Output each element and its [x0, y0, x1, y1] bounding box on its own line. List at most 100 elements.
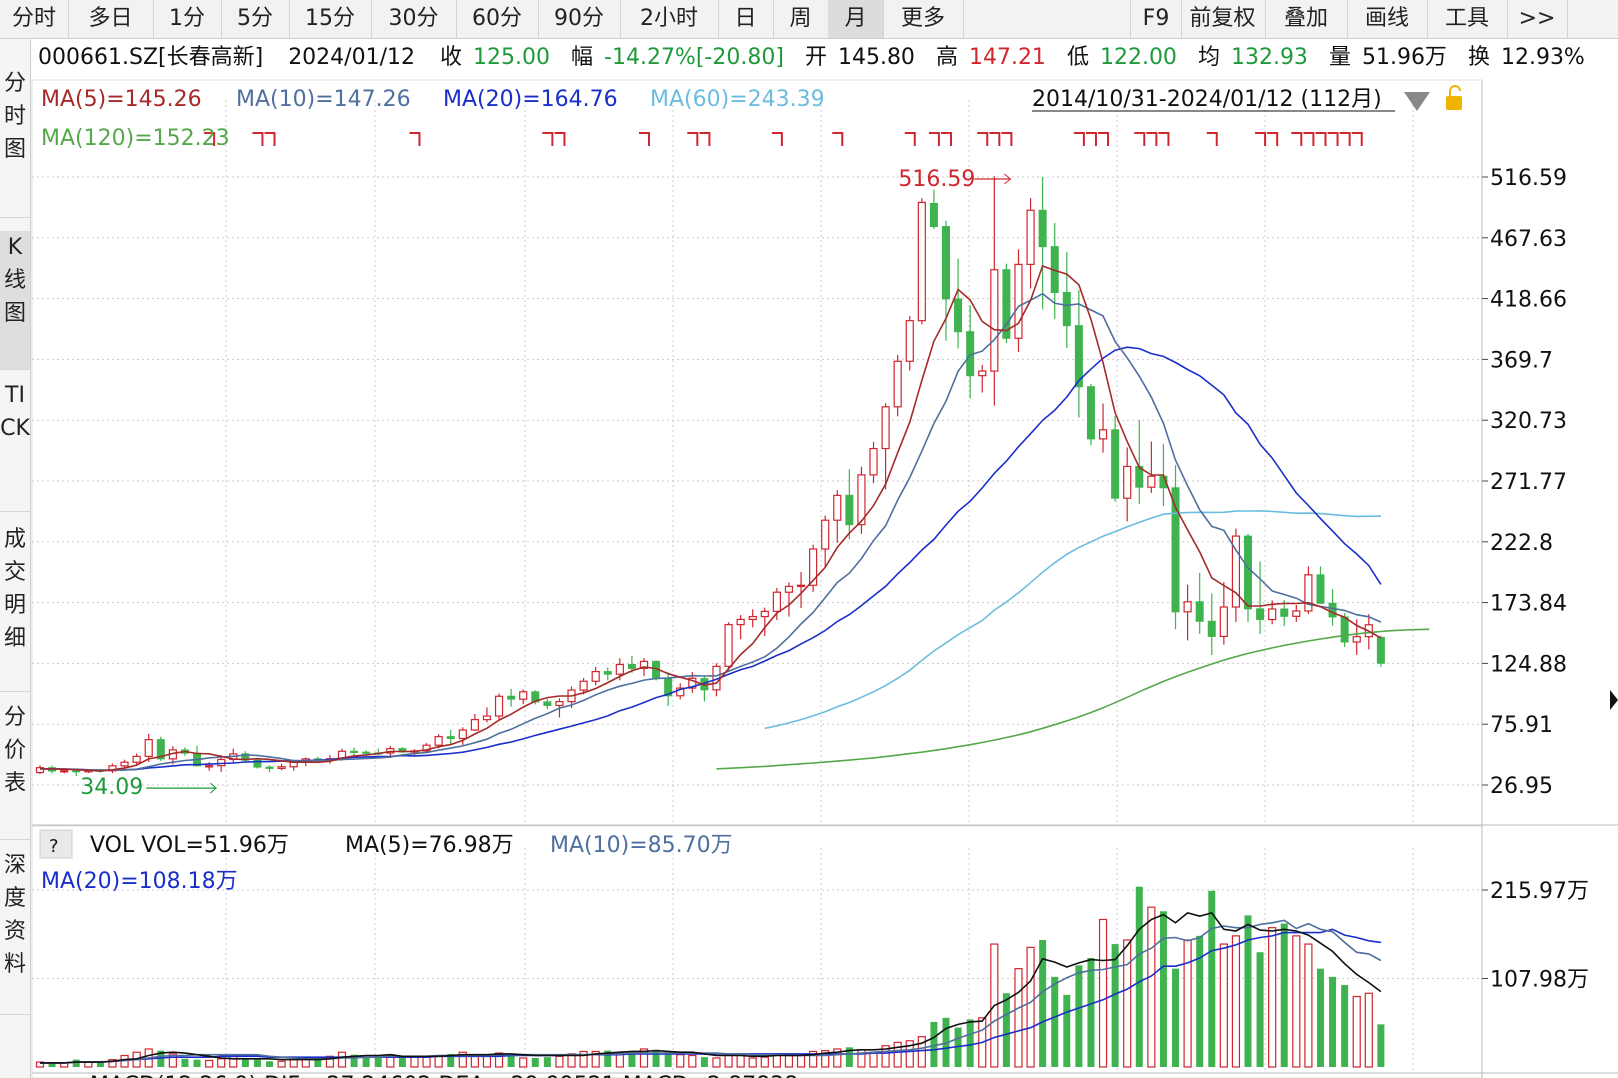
volume-bar	[1208, 890, 1216, 1067]
volume-bar	[447, 1053, 455, 1067]
tool-button-5[interactable]: >>	[1507, 0, 1568, 38]
volume-bar	[1329, 976, 1337, 1067]
candle-body	[821, 519, 830, 550]
help-button	[39, 829, 73, 859]
macd-legend: MACD(12,26,9) DIF=-27.24602 DEA=-29.9952…	[90, 1073, 798, 1078]
candle-body	[978, 370, 987, 377]
volume-bar	[784, 1054, 794, 1068]
period-tab-8[interactable]: 2小时	[620, 0, 719, 38]
volume-bar	[410, 1056, 419, 1068]
candle-body	[1171, 487, 1180, 613]
tool-button-0[interactable]: F9	[1130, 0, 1182, 38]
volume-bar	[229, 1054, 238, 1068]
volume-bar	[458, 1051, 467, 1068]
sidebar-view-1[interactable]: K线图	[0, 231, 30, 370]
period-tab-0[interactable]: 分时	[0, 0, 69, 38]
stock-code[interactable]: 000661.SZ[长春高新]	[38, 45, 264, 70]
event-marker	[264, 132, 276, 146]
volume-bar	[1256, 952, 1264, 1067]
sidebar-view-5[interactable]: 深度资料	[0, 849, 30, 1015]
volume-bar	[543, 1057, 551, 1067]
period-tab-11[interactable]: 月	[828, 0, 884, 38]
volume-tick-label: 215.97万	[1490, 879, 1589, 904]
event-marker	[1001, 132, 1013, 146]
candle-body	[869, 447, 878, 476]
volume-bar	[1341, 985, 1349, 1067]
price-tick-label: 26.95	[1490, 774, 1553, 799]
period-tab-6[interactable]: 60分	[456, 0, 539, 38]
volume-bar	[205, 1059, 214, 1068]
period-tab-1[interactable]: 多日	[68, 0, 154, 38]
period-tab-7[interactable]: 90分	[538, 0, 621, 38]
date-range-label: 2014/10/31-2024/01/12 (112月)	[1032, 87, 1382, 112]
legend-ma120: MA(120)=152.23	[41, 126, 230, 151]
event-marker	[977, 132, 989, 146]
volume-bar	[1123, 939, 1132, 1068]
period-toolbar: 分时 多日 1分 5分 15分 30分 60分 90分 2小时日周月更多 F9 前复权 叠加 画线 工具 >…	[0, 0, 1618, 39]
volume-bar	[893, 1041, 902, 1068]
volume-bar	[652, 1050, 660, 1067]
period-tab-4[interactable]: 15分	[289, 0, 372, 38]
event-marker	[409, 132, 421, 146]
event-marker	[832, 132, 844, 146]
event-marker	[1315, 132, 1327, 146]
high-label: 高	[935, 45, 958, 70]
volume-bar	[519, 1057, 528, 1068]
period-tab-2[interactable]: 1分	[153, 0, 222, 38]
candle-body	[676, 687, 685, 697]
event-marker	[687, 132, 699, 146]
candle-body	[1280, 608, 1289, 617]
sidebar-view-2[interactable]: TICK	[0, 379, 30, 512]
high-value: 147.21	[968, 45, 1046, 70]
volume-bar	[253, 1059, 261, 1067]
volume-bar	[494, 1052, 504, 1068]
candle-body	[217, 758, 226, 767]
event-marker	[554, 132, 566, 146]
sidebar-view-0[interactable]: 分时图	[0, 67, 30, 218]
tool-button-1[interactable]: 前复权	[1180, 0, 1266, 38]
candle-body	[724, 624, 733, 667]
volume-bar	[567, 1053, 576, 1068]
price-tick-label: 467.63	[1490, 227, 1567, 252]
candle-body	[760, 610, 769, 618]
event-marker	[542, 132, 554, 146]
candle-body	[639, 660, 649, 670]
open-label: 开	[804, 45, 827, 70]
close-value: 125.00	[473, 45, 550, 70]
volume-bar	[168, 1053, 177, 1068]
period-tab-12[interactable]: 更多	[883, 0, 964, 38]
event-marker	[989, 132, 1001, 146]
price-tick-label: 418.66	[1490, 288, 1567, 313]
event-marker	[639, 132, 650, 146]
volume-bar	[917, 1036, 926, 1068]
event-marker	[1134, 132, 1146, 146]
sidebar-view-4[interactable]: 分价表	[0, 701, 30, 840]
price-tick-label: 320.73	[1490, 409, 1567, 434]
legend-vol-ma10: MA(10)=85.70万	[550, 833, 733, 858]
event-marker	[1206, 132, 1218, 146]
volume-bar	[676, 1054, 685, 1068]
volume-bar	[1183, 939, 1192, 1068]
volume-bar	[1051, 976, 1059, 1067]
legend-vol: VOL VOL=51.96万	[90, 833, 289, 858]
volume-bar	[1098, 918, 1108, 1068]
period-tab-5[interactable]: 30分	[371, 0, 457, 38]
low-value: 122.00	[1099, 45, 1177, 70]
period-tab-3[interactable]: 5分	[221, 0, 290, 38]
sidebar-view-3[interactable]: 成交明细	[0, 523, 30, 692]
quote-info-bar: 000661.SZ[长春高新] 2024/01/12 收 125.00 幅 -1…	[38, 40, 1589, 76]
volume-bar	[1087, 957, 1095, 1067]
volume-bar	[325, 1055, 335, 1068]
period-tab-9[interactable]: 日	[718, 0, 774, 38]
max-price-arrowhead	[1004, 173, 1012, 185]
volume-bar	[869, 1051, 878, 1068]
candle-body	[350, 750, 359, 753]
tool-button-2[interactable]: 叠加	[1265, 0, 1348, 38]
candle-body	[1352, 636, 1361, 643]
volume-bar	[1304, 943, 1313, 1068]
candle-body	[905, 320, 914, 362]
tool-button-4[interactable]: 工具	[1427, 0, 1508, 38]
event-marker	[1158, 132, 1170, 146]
tool-button-3[interactable]: 画线	[1347, 0, 1428, 38]
